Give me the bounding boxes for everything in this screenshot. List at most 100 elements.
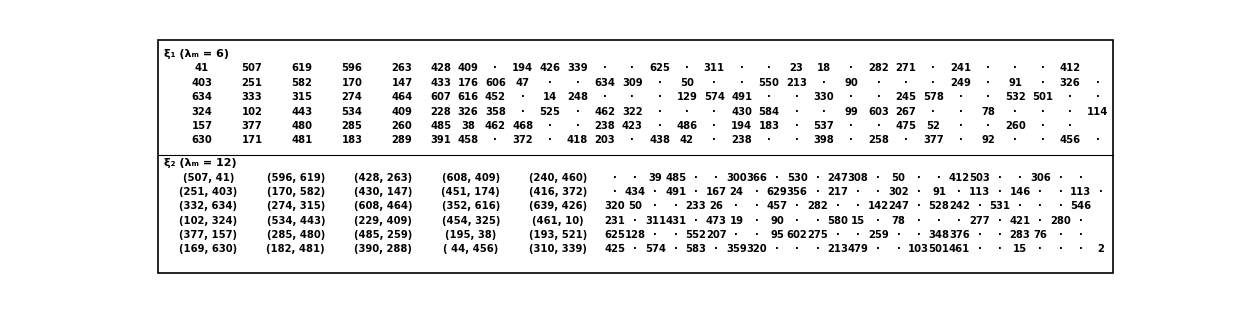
Text: ·: · <box>1038 216 1043 226</box>
Text: ·: · <box>856 187 859 197</box>
Text: ·: · <box>548 78 552 88</box>
Text: (169, 630): (169, 630) <box>180 244 237 254</box>
Text: 142: 142 <box>868 202 889 211</box>
Text: 78: 78 <box>892 216 905 226</box>
Text: ·: · <box>521 92 525 102</box>
Text: 421: 421 <box>1009 216 1030 226</box>
Text: ·: · <box>603 92 606 102</box>
Text: 2: 2 <box>1097 244 1105 254</box>
Text: ·: · <box>694 173 698 183</box>
Text: ·: · <box>575 78 579 88</box>
Text: (596, 619): (596, 619) <box>267 173 325 183</box>
Text: (193, 521): (193, 521) <box>529 230 588 240</box>
Text: ·: · <box>877 92 880 102</box>
Text: ·: · <box>1018 202 1022 211</box>
Text: ·: · <box>1059 202 1063 211</box>
Text: ·: · <box>613 187 616 197</box>
Text: 583: 583 <box>686 244 707 254</box>
Text: 443: 443 <box>291 107 312 117</box>
Text: ·: · <box>1038 202 1043 211</box>
Text: 475: 475 <box>895 121 916 131</box>
Text: 452: 452 <box>485 92 506 102</box>
Text: ·: · <box>1038 187 1043 197</box>
Text: ·: · <box>548 135 552 145</box>
Text: 50: 50 <box>629 202 642 211</box>
Text: 78: 78 <box>981 107 994 117</box>
Text: (251, 403): (251, 403) <box>180 187 238 197</box>
Text: ·: · <box>986 78 990 88</box>
Text: 461: 461 <box>949 244 970 254</box>
Text: ·: · <box>1013 107 1017 117</box>
Text: 438: 438 <box>649 135 670 145</box>
Text: ·: · <box>897 244 900 254</box>
Text: 580: 580 <box>827 216 848 226</box>
Text: 616: 616 <box>458 92 479 102</box>
Text: ·: · <box>816 244 820 254</box>
Text: 167: 167 <box>706 187 727 197</box>
Text: ·: · <box>904 78 908 88</box>
Text: ( 44, 456): ( 44, 456) <box>443 244 498 254</box>
Text: 602: 602 <box>787 230 807 240</box>
Text: ·: · <box>1018 173 1022 183</box>
Text: ·: · <box>816 173 820 183</box>
Text: 501: 501 <box>1032 92 1053 102</box>
Text: 431: 431 <box>665 216 686 226</box>
Text: 376: 376 <box>949 230 970 240</box>
Text: ·: · <box>714 244 718 254</box>
Text: ·: · <box>1059 230 1063 240</box>
Text: ·: · <box>957 187 961 197</box>
Text: 480: 480 <box>291 121 312 131</box>
Text: 15: 15 <box>1013 244 1027 254</box>
Text: ·: · <box>657 121 661 131</box>
Text: ·: · <box>775 173 779 183</box>
Text: ·: · <box>657 78 661 88</box>
Text: ·: · <box>931 63 935 73</box>
Text: ·: · <box>1068 107 1073 117</box>
Text: 501: 501 <box>929 244 950 254</box>
Text: ·: · <box>713 107 717 117</box>
Text: 99: 99 <box>844 107 858 117</box>
Text: 15: 15 <box>851 216 866 226</box>
Text: 348: 348 <box>929 230 950 240</box>
Text: ·: · <box>768 63 771 73</box>
Text: ·: · <box>877 78 880 88</box>
Text: 238: 238 <box>732 135 753 145</box>
Text: ·: · <box>775 244 779 254</box>
Text: 534: 534 <box>341 107 362 117</box>
Text: (377, 157): (377, 157) <box>180 230 237 240</box>
Text: 531: 531 <box>990 202 1011 211</box>
Text: ·: · <box>795 216 799 226</box>
Text: 285: 285 <box>341 121 362 131</box>
Text: 326: 326 <box>458 107 479 117</box>
Text: 603: 603 <box>868 107 889 117</box>
Text: ·: · <box>1040 107 1045 117</box>
Text: ·: · <box>1068 121 1073 131</box>
Text: 377: 377 <box>923 135 944 145</box>
Text: 241: 241 <box>950 63 971 73</box>
Text: (229, 409): (229, 409) <box>355 216 412 226</box>
Text: ·: · <box>755 230 759 240</box>
Text: ·: · <box>657 92 661 102</box>
Text: 41: 41 <box>195 63 210 73</box>
Text: ·: · <box>613 173 616 183</box>
Text: ·: · <box>768 92 771 102</box>
Text: ·: · <box>1059 173 1063 183</box>
Text: 306: 306 <box>1030 173 1050 183</box>
Text: ·: · <box>694 187 698 197</box>
Text: 274: 274 <box>341 92 362 102</box>
Text: (352, 616): (352, 616) <box>441 202 500 211</box>
Text: ·: · <box>877 173 880 183</box>
Text: ·: · <box>916 230 920 240</box>
Text: ·: · <box>1079 173 1083 183</box>
Text: ·: · <box>768 135 771 145</box>
Text: 457: 457 <box>766 202 787 211</box>
Text: (430, 147): (430, 147) <box>355 187 413 197</box>
Text: (608, 409): (608, 409) <box>441 173 500 183</box>
Text: 403: 403 <box>192 78 212 88</box>
Text: ·: · <box>1059 244 1063 254</box>
Text: ·: · <box>986 92 990 102</box>
Text: (454, 325): (454, 325) <box>441 216 500 226</box>
Text: ·: · <box>1059 187 1063 197</box>
Text: 398: 398 <box>813 135 835 145</box>
Text: 39: 39 <box>649 173 662 183</box>
